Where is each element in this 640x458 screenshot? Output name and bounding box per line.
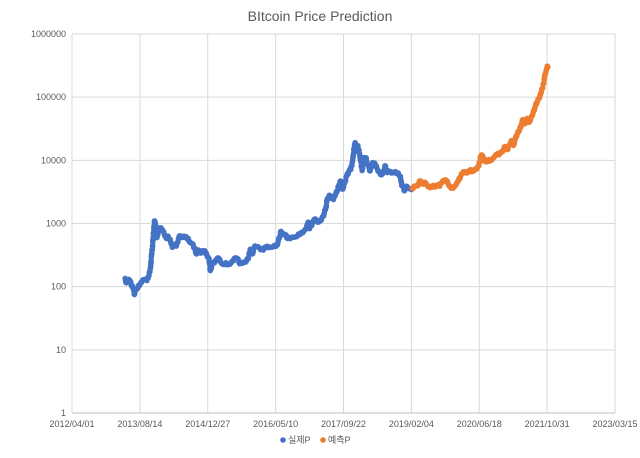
y-tick-label: 1	[61, 408, 66, 418]
data-point	[545, 64, 551, 70]
series-layer	[122, 63, 551, 298]
y-tick-label: 10	[56, 345, 66, 355]
x-tick-label: 2013/08/14	[117, 419, 162, 429]
x-tick-label: 2016/05/10	[253, 419, 298, 429]
y-tick-label: 1000000	[31, 29, 66, 39]
legend-marker	[320, 437, 326, 443]
y-tick-label: 100000	[36, 92, 66, 102]
x-tick-label: 2019/02/04	[389, 419, 434, 429]
legend-marker	[280, 437, 286, 443]
grid-layer	[71, 33, 616, 414]
x-tick-label: 2021/10/31	[525, 419, 570, 429]
x-tick-label: 2017/09/22	[321, 419, 366, 429]
x-tick-label: 2023/03/15	[592, 419, 637, 429]
y-tick-label: 10000	[41, 155, 66, 165]
y-axis-ticks: 1 10 100 1000 10000 100000 1000000	[31, 29, 66, 418]
x-tick-label: 2020/06/18	[457, 419, 502, 429]
legend: 실제P 예측P	[280, 435, 351, 445]
legend-label: 실제P	[288, 435, 311, 445]
x-axis-ticks: 2012/04/01 2013/08/14 2014/12/27 2016/05/10…	[49, 419, 637, 429]
x-tick-label: 2014/12/27	[185, 419, 230, 429]
x-tick-label: 2012/04/01	[49, 419, 94, 429]
y-tick-label: 100	[51, 282, 66, 292]
series-2	[409, 63, 551, 192]
y-tick-label: 1000	[46, 219, 66, 229]
series-1	[122, 139, 415, 298]
chart-title: BItcoin Price Prediction	[248, 8, 393, 24]
legend-label: 예측P	[328, 435, 351, 445]
